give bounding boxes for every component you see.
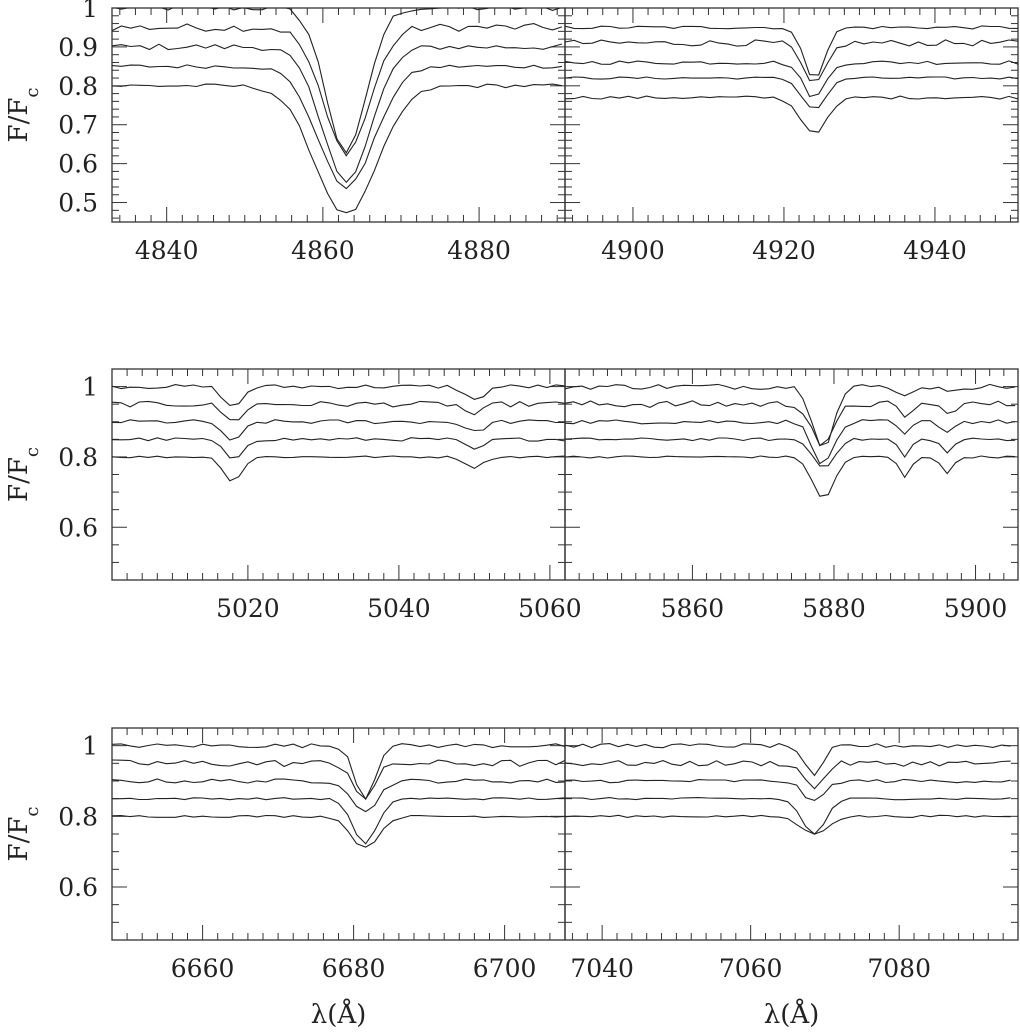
spectrum-series: [565, 438, 1015, 466]
plot-frame: [565, 369, 1018, 580]
x-tick-label: 4860: [291, 236, 355, 265]
y-axis-label: F/Fc: [4, 88, 43, 143]
x-axis-label: λ(Å): [311, 998, 367, 1030]
x-tick-label: 6700: [473, 954, 537, 983]
spectrum-series: [565, 40, 1018, 81]
spectrum-series: [112, 760, 565, 799]
x-tick-label: 6660: [171, 954, 235, 983]
panel-5016: 5020 5040 5060 0.6 0.8 1 F/Fc: [4, 369, 582, 623]
spectrum-series: [565, 456, 1015, 496]
spectrum-series: [112, 24, 562, 156]
plot-frame: [565, 8, 1018, 222]
spectrum-series: [112, 84, 562, 213]
spectrum-series: [565, 96, 1018, 132]
spectrum-series: [112, 456, 565, 481]
y-tick-label: 0.9: [58, 33, 98, 62]
x-tick-label: 5040: [367, 594, 431, 623]
x-tick-label: 7060: [719, 954, 783, 983]
x-tick-label: 5060: [518, 594, 582, 623]
y-tick-label: 0.6: [58, 873, 98, 902]
plot-frame: [112, 8, 565, 222]
y-tick-label: 0.8: [58, 802, 98, 831]
spectrum-series: [565, 384, 1015, 445]
spectrum-series: [565, 779, 1011, 800]
y-axis-label: F/Fc: [4, 807, 43, 862]
x-tick-label: 4920: [752, 236, 816, 265]
x-tick-label: 5860: [661, 594, 725, 623]
spectrum-series: [112, 779, 565, 812]
spectrum-series: [112, 44, 562, 182]
spectrum-series: [112, 438, 565, 458]
spectrum-series: [565, 761, 1011, 789]
x-tick-label: 7040: [570, 954, 634, 983]
plot-frame: [112, 728, 565, 940]
y-tick-label: 0.8: [58, 443, 98, 472]
y-axis-label: F/Fc: [4, 447, 43, 502]
panel-4922: 4900 4920 4940: [565, 8, 1018, 265]
spectrum-series: [565, 815, 1011, 834]
x-tick-label: 4900: [601, 236, 665, 265]
x-tick-label: 4840: [135, 236, 199, 265]
spectrum-series: [565, 77, 1018, 108]
y-tick-label: 1: [82, 732, 98, 761]
y-tick-label: 0.6: [58, 513, 98, 542]
x-tick-label: 5900: [944, 594, 1008, 623]
plot-frame: [565, 728, 1018, 940]
y-tick-label: 0.8: [58, 72, 98, 101]
y-tick-label: 1: [82, 0, 98, 23]
panel-6678: 6660 6680 6700 0.6 0.8 1 F/Fc λ(Å): [4, 728, 565, 1030]
x-tick-label: 4880: [447, 236, 511, 265]
x-tick-label: 4940: [903, 236, 967, 265]
spectrum-series: [112, 420, 565, 440]
spectrum-series: [565, 744, 1011, 776]
plot-frame: [112, 369, 565, 580]
x-tick-label: 6680: [322, 954, 386, 983]
panel-5876: 5860 5880 5900: [565, 369, 1018, 623]
panel-7065: 7040 7060 7080 λ(Å): [565, 728, 1018, 1030]
panel-H-beta: 4840 4860 4880 0.5 0.6 0.7 0.8 0.9 1 F/Fc: [4, 0, 565, 265]
x-tick-label: 5880: [802, 594, 866, 623]
spectrum-series: [112, 401, 565, 419]
x-tick-label: 7080: [867, 954, 931, 983]
y-tick-label: 0.7: [58, 111, 98, 140]
x-axis-label: λ(Å): [764, 998, 820, 1030]
y-tick-label: 0.6: [58, 150, 98, 179]
spectrum-series: [565, 61, 1018, 97]
x-tick-label: 5020: [216, 594, 280, 623]
y-tick-label: 0.5: [58, 189, 98, 218]
spectrum-series: [112, 744, 565, 799]
spectrum-series: [112, 816, 565, 848]
y-tick-label: 1: [82, 373, 98, 402]
